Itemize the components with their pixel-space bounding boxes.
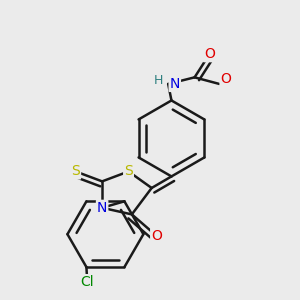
Text: N: N	[97, 201, 107, 215]
Text: N: N	[169, 77, 180, 91]
Text: O: O	[151, 229, 162, 243]
Text: Cl: Cl	[80, 275, 94, 289]
Text: H: H	[154, 74, 163, 87]
Text: O: O	[204, 47, 215, 61]
Text: S: S	[124, 164, 133, 178]
Text: S: S	[71, 164, 80, 178]
Text: O: O	[220, 72, 231, 86]
